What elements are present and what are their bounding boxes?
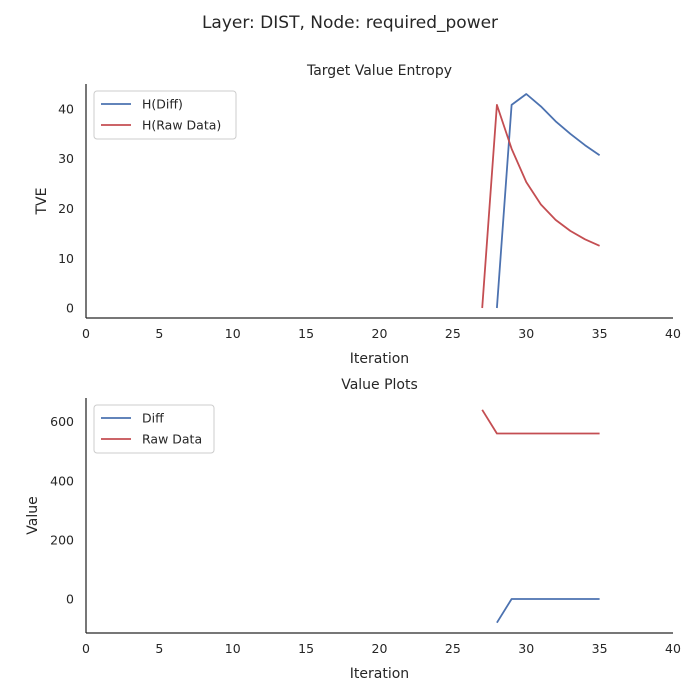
- legend-label: H(Diff): [142, 97, 183, 112]
- x-tick-label: 35: [592, 326, 608, 341]
- y-tick-label: 600: [50, 414, 74, 429]
- y-tick-label: 0: [66, 592, 74, 607]
- y-tick-label: 30: [58, 151, 74, 166]
- y-axis-label: TVE: [34, 188, 50, 216]
- x-tick-label: 25: [445, 326, 461, 341]
- series-line-2: [481, 409, 600, 435]
- series-line-2: [481, 104, 600, 309]
- legend-frame: [93, 404, 215, 454]
- y-axis-label: Value: [25, 496, 41, 534]
- legend-label: Raw Data: [142, 432, 202, 447]
- x-tick-label: 20: [372, 641, 388, 656]
- x-tick-label: 30: [518, 326, 534, 341]
- legend: H(Diff) H(Raw Data): [93, 90, 237, 140]
- y-tick-label: 0: [66, 301, 74, 316]
- x-tick-label: 25: [445, 641, 461, 656]
- x-tick-label: 5: [155, 641, 163, 656]
- y-tick-label: 40: [58, 101, 74, 116]
- x-tick-label: 35: [592, 641, 608, 656]
- x-tick-label: 40: [665, 326, 681, 341]
- x-tick-label: 0: [82, 326, 90, 341]
- y-tick-label: 20: [58, 201, 74, 216]
- x-axis-label: Iteration: [350, 351, 409, 367]
- y-tick-label: 10: [58, 251, 74, 266]
- x-tick-label: 20: [372, 326, 388, 341]
- chart-title: Value Plots: [341, 377, 418, 393]
- x-tick-label: 40: [665, 641, 681, 656]
- x-axis-label: Iteration: [350, 666, 409, 682]
- y-tick-label: 400: [50, 473, 74, 488]
- chart-title: Target Value Entropy: [306, 63, 452, 79]
- legend-label: Diff: [142, 411, 164, 426]
- series-line-1: [496, 598, 600, 624]
- legend-frame: [93, 90, 237, 140]
- x-tick-label: 10: [225, 326, 241, 341]
- x-tick-label: 30: [518, 641, 534, 656]
- y-tick-label: 200: [50, 532, 74, 547]
- x-tick-label: 10: [225, 641, 241, 656]
- figure-suptitle: Layer: DIST, Node: required_power: [202, 13, 498, 33]
- chart-1: Target Value Entropy 0 5 10 15 20 25 30 35 40 0 10 2…: [34, 63, 681, 367]
- x-tick-label: 5: [155, 326, 163, 341]
- legend-label: H(Raw Data): [142, 118, 221, 133]
- x-tick-label: 15: [298, 326, 314, 341]
- series-line-1: [496, 93, 601, 309]
- legend: Diff Raw Data: [93, 404, 215, 454]
- x-tick-label: 0: [82, 641, 90, 656]
- x-tick-label: 15: [298, 641, 314, 656]
